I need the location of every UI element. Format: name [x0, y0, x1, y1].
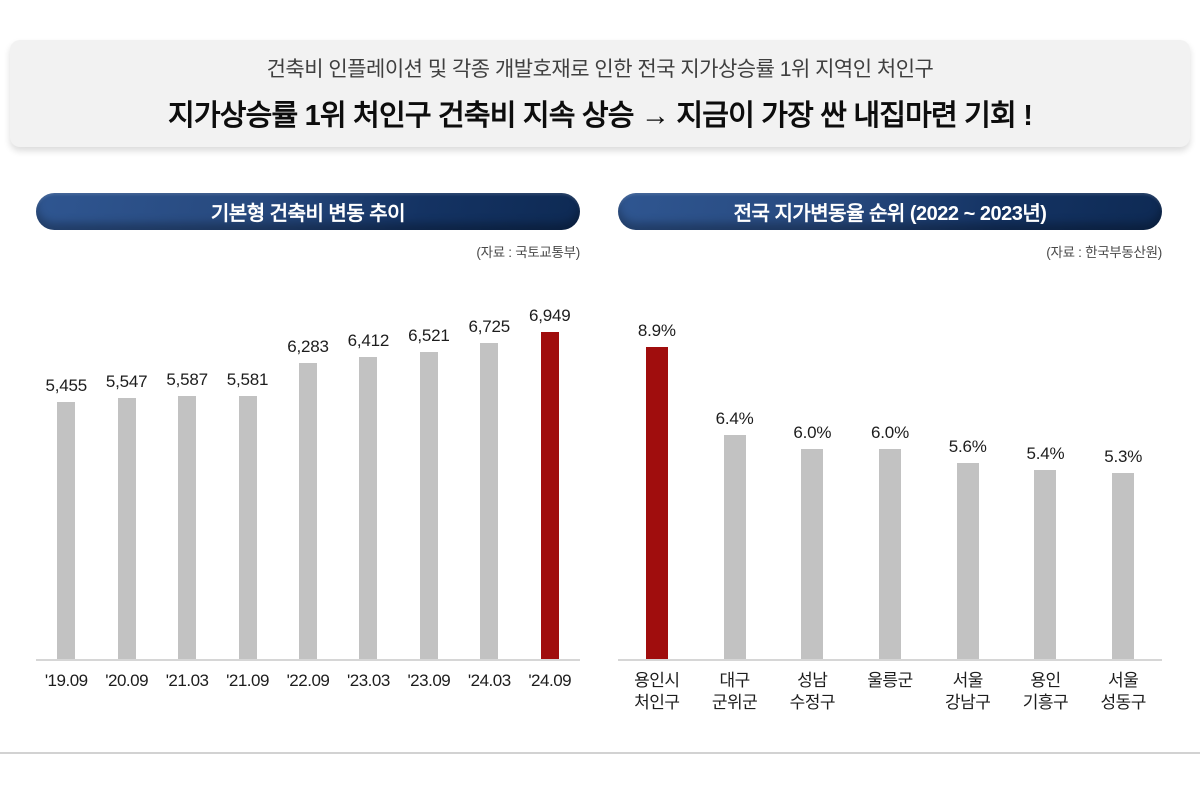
highlight-bar [540, 332, 559, 659]
value-label: 5.4% [1026, 444, 1065, 463]
bar [956, 463, 979, 659]
category-label: '23.03 [347, 671, 390, 690]
bar-column: 5.4% [1007, 304, 1085, 659]
value-label: 5,587 [166, 370, 208, 389]
bar-column: 5,581 [217, 304, 277, 659]
value-label: 6,283 [287, 337, 329, 356]
plot-area: 5,455 5,547 5,587 5,581 6,283 6,412 6,521 6,725… [36, 304, 580, 661]
bar-column: 6,283 [278, 304, 338, 659]
bar [480, 343, 499, 659]
bar [117, 398, 136, 659]
bar [57, 402, 76, 659]
bar-column: 6,725 [459, 304, 519, 659]
category-label: '19.09 [44, 671, 88, 690]
value-label: 5,581 [226, 370, 269, 389]
bar [419, 352, 438, 659]
bar [359, 357, 378, 659]
header-banner: 건축비 인플레이션 및 각종 개발호재로 인한 전국 지가상승률 1위 지역인 … [10, 40, 1190, 147]
value-label: 5,547 [105, 372, 148, 391]
category-label: '24.09 [528, 671, 572, 690]
value-label: 6.4% [715, 409, 754, 428]
category-label: 서울 성동구 [1100, 671, 1146, 713]
header-subtitle: 건축비 인플레이션 및 각종 개발호재로 인한 전국 지가상승률 1위 지역인 … [266, 58, 934, 81]
bar [1112, 473, 1135, 659]
bar-column: 6,412 [338, 304, 398, 659]
category-label: '21.09 [226, 671, 269, 690]
land-price-rank-source: (자료 : 한국부동산원) [1046, 245, 1162, 260]
land-price-rank-title-pill: 전국 지가변동율 순위 (2022 ~ 2023년) [618, 193, 1162, 230]
category-label: '21.03 [165, 671, 209, 690]
category-label: '23.09 [407, 671, 451, 690]
value-label: 5,455 [45, 376, 87, 395]
construction-cost-title: 기본형 건축비 변동 추이 [210, 203, 406, 225]
bottom-divider [0, 752, 1200, 754]
bar [298, 363, 317, 659]
plot-area: 8.9% 6.4% 6.0% 6.0% 5.6% 5.4% 5.3% [618, 304, 1162, 661]
category-axis: 용인시 처인구 대구 군위군 성남 수정구 울릉군 서울 강남구 용인 기흥구 서울 성동구 [618, 670, 1162, 714]
category-label: 용인 기흥구 [1022, 671, 1069, 713]
land-price-rank-panel: 전국 지가변동율 순위 (2022 ~ 2023년) (자료 : 한국부동산원)… [618, 193, 1162, 714]
construction-cost-source: (자료 : 국토교통부) [476, 245, 580, 260]
bar [723, 435, 746, 659]
category-label: 성남 수정구 [789, 671, 836, 713]
category-label: '20.09 [105, 671, 149, 690]
value-label: 6,412 [347, 331, 390, 350]
bar [238, 396, 257, 659]
bar-column: 6,521 [399, 304, 459, 659]
value-label: 8.9% [637, 321, 676, 340]
category-label: 대구 군위군 [711, 671, 758, 713]
category-label: 용인시 처인구 [634, 671, 680, 713]
bar [178, 396, 197, 659]
value-label: 6,949 [528, 306, 571, 325]
bar-column: 6.0% [851, 304, 929, 659]
value-label: 6.0% [793, 423, 832, 442]
category-label: 서울 강남구 [945, 671, 991, 713]
bar-column: 5,547 [96, 304, 156, 659]
bar-column: 8.9% [618, 304, 696, 659]
bar-column: 5,587 [157, 304, 217, 659]
bar-column: 5.6% [929, 304, 1007, 659]
header-title: 지가상승률 1위 처인구 건축비 지속 상승 → 지금이 가장 싼 내집마련 기… [167, 100, 1033, 132]
bar-column: 5,455 [36, 304, 96, 659]
highlight-bar [645, 347, 668, 659]
bar [1034, 470, 1057, 659]
bar [879, 449, 902, 659]
value-label: 5.6% [948, 437, 987, 456]
land-price-rank-chart: 8.9% 6.4% 6.0% 6.0% 5.6% 5.4% 5.3% 용인시 처인구 대구 군위군 성… [618, 304, 1162, 714]
category-label: 울릉군 [867, 671, 913, 690]
bar-column: 6.0% [773, 304, 851, 659]
land-price-rank-title: 전국 지가변동율 순위 (2022 ~ 2023년) [733, 203, 1047, 225]
value-label: 6.0% [871, 423, 909, 442]
value-label: 6,521 [408, 326, 450, 345]
construction-cost-chart: 5,455 5,547 5,587 5,581 6,283 6,412 6,521 6,725… [36, 304, 580, 692]
bar-column: 6.4% [696, 304, 774, 659]
bar [801, 449, 824, 659]
category-axis: '19.09 '20.09 '21.03 '21.09 '22.09 '23.03 '23.… [36, 670, 580, 692]
value-label: 6,725 [468, 317, 511, 336]
bar-column: 6,949 [520, 304, 580, 659]
category-label: '24.03 [467, 671, 511, 690]
category-label: '22.09 [286, 671, 330, 690]
construction-cost-panel: 기본형 건축비 변동 추이 (자료 : 국토교통부) 5,455 5,547 5,5… [36, 193, 580, 692]
construction-cost-title-pill: 기본형 건축비 변동 추이 [36, 193, 580, 230]
bar-column: 5.3% [1084, 304, 1162, 659]
value-label: 5.3% [1104, 447, 1143, 466]
